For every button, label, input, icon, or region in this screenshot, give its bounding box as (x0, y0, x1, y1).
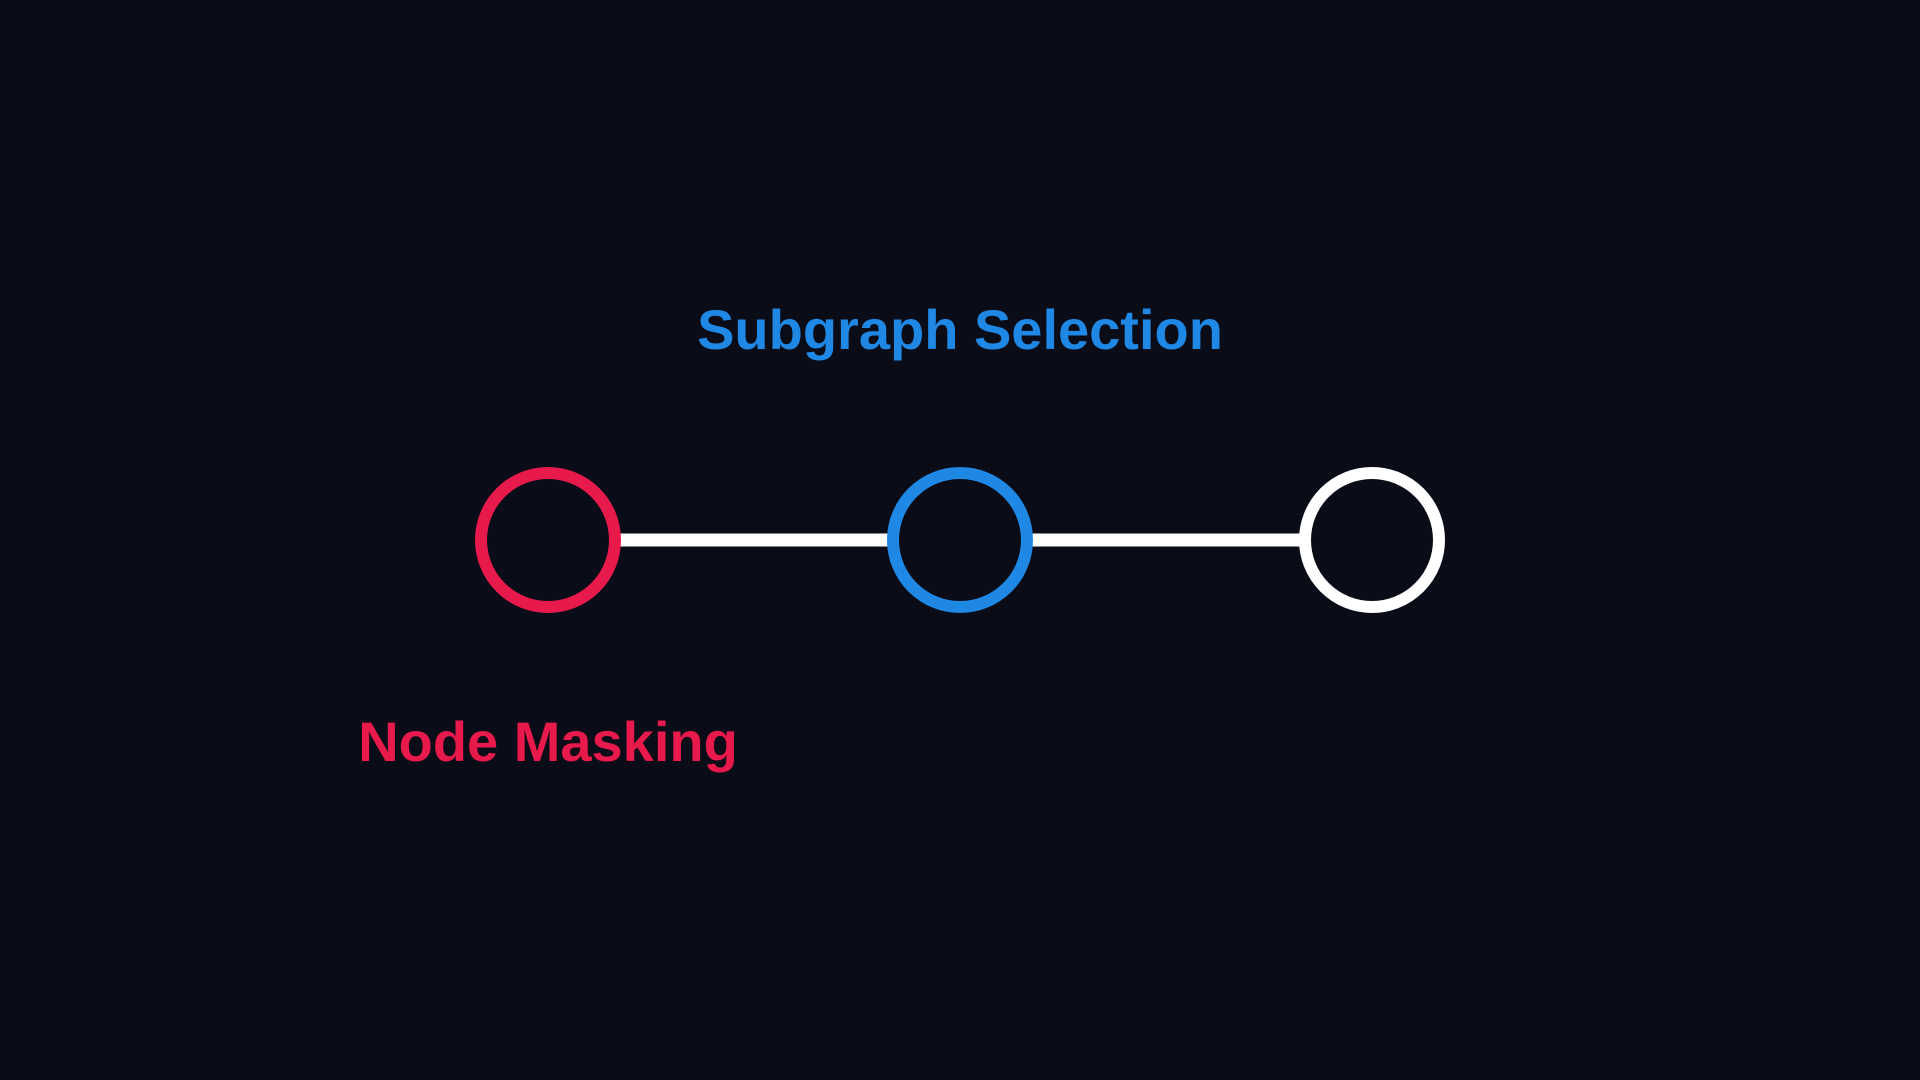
subgraph-selection-label: Subgraph Selection (697, 298, 1223, 361)
masked-node (475, 467, 621, 613)
node-masking-label: Node Masking (358, 710, 738, 773)
plain-node (1299, 467, 1445, 613)
selected-node (887, 467, 1033, 613)
